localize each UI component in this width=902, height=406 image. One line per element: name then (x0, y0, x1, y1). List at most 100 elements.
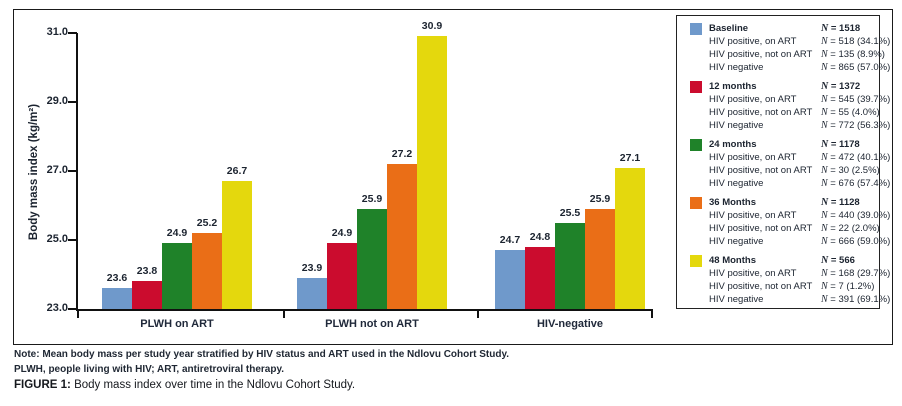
legend-subrow-label: HIV negative (709, 120, 764, 131)
legend-subrow-hiv-negative: HIV negative N = 772 (56.3%) (685, 119, 890, 132)
x-axis-tick (477, 310, 479, 318)
legend-group-name: 36 Months (709, 197, 756, 208)
y-axis-tick-label: 23.0 (46, 302, 68, 314)
legend-subrow-label: HIV negative (709, 236, 764, 247)
bar-value-label: 23.8 (136, 265, 158, 278)
legend-group-header: 12 months N = 1372 (685, 80, 879, 93)
legend-subrow-hiv-positive-on-art: HIV positive, on ART N = 518 (34.1%) (685, 35, 890, 48)
legend-subrow-n: N = 391 (69.1%) (821, 294, 891, 305)
bar-baseline-plwh-on-art (102, 288, 132, 309)
legend-subrow-label: HIV negative (709, 62, 764, 73)
legend-group-48-months: 48 Months N = 566 HIV positive, on ART N = … (685, 254, 890, 306)
y-axis-tick-label: 29.0 (46, 95, 68, 107)
x-axis-tick (651, 310, 653, 318)
bar-36-months-hiv-negative (585, 208, 615, 309)
x-category-label-plwh-not-on-art: PLWH not on ART (325, 318, 419, 330)
legend-group-baseline: Baseline N = 1518 HIV positive, on ART N = … (685, 22, 890, 74)
bar-value-label: 25.9 (589, 192, 611, 205)
legend-subrow-hiv-positive-on-art: HIV positive, on ART N = 545 (39.7%) (685, 93, 890, 106)
legend-subrow-n: N = 135 (8.9%) (821, 49, 885, 60)
bar-value-label: 24.8 (529, 230, 551, 243)
legend-group-header: 36 Months N = 1128 (685, 196, 879, 209)
legend-subrow-hiv-negative: HIV negative N = 391 (69.1%) (685, 293, 890, 306)
bar-24-months-plwh-not-on-art (357, 208, 387, 309)
bar-value-label: 25.2 (196, 217, 218, 230)
x-category-label-hiv-negative: HIV-negative (536, 318, 604, 330)
legend-subrow-label: HIV positive, not on ART (709, 107, 813, 118)
legend-swatch-baseline (690, 22, 702, 35)
legend-swatch-48-months (690, 254, 702, 267)
y-axis-line (76, 33, 78, 311)
bar-baseline-plwh-not-on-art (297, 277, 327, 309)
note-line-2: PLWH, people living with HIV; ART, antir… (14, 364, 285, 375)
bar-48-months-plwh-on-art (222, 181, 252, 309)
legend-swatch-36-months (690, 196, 702, 209)
figure-caption-label: FIGURE 1: (14, 379, 71, 391)
legend-group-header: 48 Months N = 566 (685, 254, 879, 267)
legend-subrow-hiv-positive-not-on-art: HIV positive, not on ART N = 7 (1.2%) (685, 280, 879, 293)
legend-group-24-months: 24 months N = 1178 HIV positive, on ART N =… (685, 138, 890, 190)
bar-baseline-hiv-negative (495, 250, 525, 309)
legend-group-header: 24 months N = 1178 (685, 138, 879, 151)
legend-subrow-label: HIV positive, not on ART (709, 223, 813, 234)
legend: Baseline N = 1518 HIV positive, on ART N = … (676, 15, 890, 309)
y-axis-tick (68, 170, 77, 172)
y-axis-tick (68, 239, 77, 241)
legend-subrow-n: N = 545 (39.7%) (821, 94, 891, 105)
note-line-1: Note: Mean body mass per study year stra… (14, 349, 510, 360)
bar-12-months-plwh-on-art (132, 281, 162, 309)
legend-subrow-hiv-positive-on-art: HIV positive, on ART N = 168 (29.7%) (685, 267, 890, 280)
x-axis-tick (77, 310, 79, 318)
legend-group-n: N = 1372 (821, 81, 861, 92)
legend-subrow-label: HIV negative (709, 294, 764, 305)
x-category-label-plwh-on-art: PLWH on ART (140, 318, 214, 330)
bar-value-label: 23.9 (301, 261, 323, 274)
legend-subrow-hiv-negative: HIV negative N = 666 (59.0%) (685, 235, 890, 248)
bar-36-months-plwh-on-art (192, 233, 222, 309)
legend-swatch-24-months (690, 138, 702, 151)
legend-subrow-n: N = 666 (59.0%) (821, 236, 891, 247)
bar-value-label: 24.9 (331, 227, 353, 240)
legend-subrow-label: HIV positive, on ART (709, 268, 797, 279)
bar-value-label: 25.9 (361, 192, 383, 205)
legend-subrow-hiv-positive-not-on-art: HIV positive, not on ART N = 135 (8.9%) (685, 48, 885, 61)
figure-caption: FIGURE 1: Body mass index over time in t… (14, 379, 355, 391)
legend-subrow-label: HIV negative (709, 178, 764, 189)
legend-subrow-label: HIV positive, not on ART (709, 281, 813, 292)
legend-group-36-months: 36 Months N = 1128 HIV positive, on ART N =… (685, 196, 890, 248)
legend-swatch-12-months (690, 80, 702, 93)
legend-subrow-n: N = 7 (1.2%) (821, 281, 875, 292)
legend-subrow-n: N = 772 (56.3%) (821, 120, 891, 131)
legend-subrow-hiv-positive-not-on-art: HIV positive, not on ART N = 30 (2.5%) (685, 164, 880, 177)
bar-36-months-plwh-not-on-art (387, 164, 417, 309)
legend-subrow-n: N = 472 (40.1%) (821, 152, 891, 163)
legend-subrow-hiv-positive-on-art: HIV positive, on ART N = 472 (40.1%) (685, 151, 890, 164)
legend-subrow-n: N = 518 (34.1%) (821, 36, 891, 47)
legend-subrow-label: HIV positive, on ART (709, 36, 797, 47)
legend-subrow-label: HIV positive, on ART (709, 152, 797, 163)
bar-value-label: 23.6 (106, 272, 128, 285)
legend-subrow-label: HIV positive, not on ART (709, 165, 813, 176)
legend-group-name: 24 months (709, 139, 757, 150)
bar-value-label: 25.5 (559, 206, 581, 219)
legend-subrow-hiv-positive-not-on-art: HIV positive, not on ART N = 22 (2.0%) (685, 222, 880, 235)
bar-12-months-plwh-not-on-art (327, 243, 357, 309)
legend-group-n: N = 1518 (821, 23, 861, 34)
y-axis-tick-label: 31.0 (46, 26, 68, 38)
bar-value-label: 26.7 (226, 165, 248, 178)
figure-caption-text: Body mass index over time in the Ndlovu … (70, 379, 356, 391)
bar-48-months-plwh-not-on-art (417, 36, 447, 309)
y-axis-tick (68, 308, 77, 310)
bar-value-label: 24.7 (499, 234, 521, 247)
bar-24-months-plwh-on-art (162, 243, 192, 309)
legend-subrow-hiv-positive-not-on-art: HIV positive, not on ART N = 55 (4.0%) (685, 106, 880, 119)
legend-subrow-n: N = 168 (29.7%) (821, 268, 891, 279)
bar-12-months-hiv-negative (525, 246, 555, 309)
bar-24-months-hiv-negative (555, 222, 585, 309)
legend-group-header: Baseline N = 1518 (685, 22, 879, 35)
legend-subrow-n: N = 676 (57.4%) (821, 178, 891, 189)
legend-subrow-n: N = 440 (39.0%) (821, 210, 891, 221)
bar-value-label: 27.1 (619, 151, 641, 164)
bar-value-label: 27.2 (391, 148, 413, 161)
